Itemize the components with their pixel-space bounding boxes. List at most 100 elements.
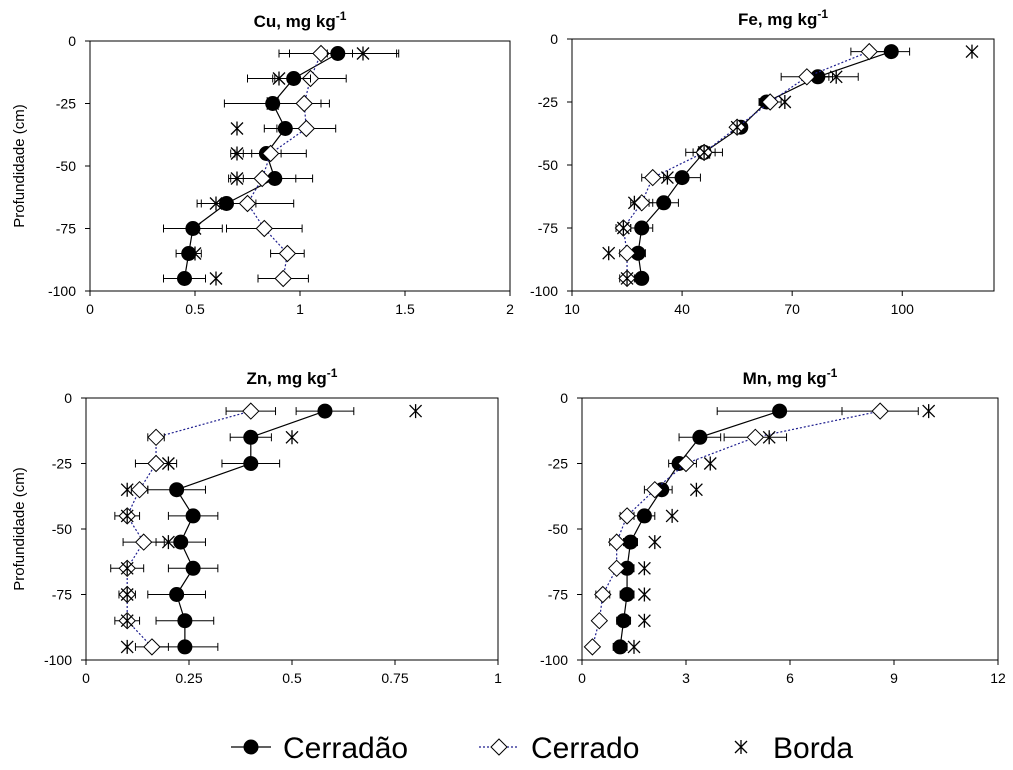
chart-title-superscript: -1 xyxy=(827,366,838,380)
data-point xyxy=(209,271,223,286)
y-axis-label: Profundidade (cm) xyxy=(11,104,28,227)
data-point xyxy=(636,508,652,524)
data-point xyxy=(618,507,636,525)
data-point xyxy=(762,430,776,445)
series-line xyxy=(637,51,892,279)
x-tick-label: 100 xyxy=(891,301,915,317)
data-point xyxy=(230,146,244,161)
data-point xyxy=(169,482,185,498)
data-point xyxy=(627,195,641,210)
data-point xyxy=(143,638,161,656)
series-cerrado xyxy=(200,44,353,288)
legend-marker xyxy=(734,740,748,754)
data-point xyxy=(230,171,244,186)
data-point xyxy=(922,404,936,419)
x-tick-label: 0.5 xyxy=(185,301,205,317)
x-tick-label: 1 xyxy=(296,301,304,317)
chart-title: Fe, mg kg-1 xyxy=(738,7,828,29)
data-point xyxy=(297,119,316,138)
data-point xyxy=(120,587,134,602)
data-point xyxy=(120,613,134,628)
chart-title-superscript: -1 xyxy=(336,9,347,23)
data-point xyxy=(295,94,313,113)
series-borda xyxy=(602,44,979,286)
y-tick-label: -100 xyxy=(530,283,558,299)
data-point xyxy=(161,535,175,550)
y-tick-label: -50 xyxy=(52,521,72,537)
series-line xyxy=(126,410,251,648)
chart-title: Zn, mg kg-1 xyxy=(247,366,338,388)
data-point xyxy=(618,244,636,262)
data-point xyxy=(634,270,650,286)
chart-panel-3: 0 0.25 0.5 0.75 1 0 -25 -50 -75 -100 Zn, mg kg-1 Pr… xyxy=(11,366,502,686)
data-point xyxy=(147,428,165,447)
data-point xyxy=(120,639,134,654)
x-tick-label: 10 xyxy=(564,301,580,317)
data-point xyxy=(188,221,202,236)
x-tick-label: 0 xyxy=(82,670,90,686)
x-tick-label: 0.5 xyxy=(282,670,302,686)
data-point xyxy=(761,93,779,111)
data-point xyxy=(181,246,197,261)
data-point xyxy=(607,533,626,551)
data-point xyxy=(312,44,330,63)
series-borda xyxy=(627,404,936,654)
legend-item-borda: Borda xyxy=(734,732,853,765)
x-tick-label: 2 xyxy=(506,301,514,317)
y-tick-label: -75 xyxy=(548,587,568,603)
data-point xyxy=(829,69,843,84)
data-point xyxy=(627,639,641,654)
legend: Cerradão Cerrado Borda xyxy=(231,732,853,765)
legend-label: Cerrado xyxy=(531,732,639,765)
y-tick-label: -25 xyxy=(548,456,568,472)
data-point xyxy=(134,533,153,551)
data-point xyxy=(261,144,280,163)
data-point xyxy=(253,169,271,188)
data-point xyxy=(120,508,134,523)
data-point xyxy=(120,561,134,576)
series-cerrado xyxy=(583,402,919,656)
chart-title: Cu, mg kg-1 xyxy=(254,9,347,31)
data-point xyxy=(620,271,634,286)
series-line xyxy=(175,410,326,647)
data-point xyxy=(278,244,297,263)
data-point xyxy=(619,587,635,602)
x-tick-label: 70 xyxy=(784,301,800,317)
y-tick-label: -100 xyxy=(48,283,76,299)
data-point xyxy=(646,480,664,499)
y-tick-label: -100 xyxy=(540,652,568,668)
data-point xyxy=(602,246,616,261)
x-tick-label: 0 xyxy=(86,301,94,317)
data-point xyxy=(798,68,816,86)
data-point xyxy=(185,221,201,236)
x-tick-label: 0 xyxy=(578,670,586,686)
data-point xyxy=(772,403,788,419)
data-point xyxy=(660,170,674,185)
data-point xyxy=(637,587,651,602)
x-tick-label: 3 xyxy=(682,670,690,686)
data-point xyxy=(242,402,260,420)
series-line xyxy=(619,410,780,647)
y-tick-label: -75 xyxy=(56,221,76,237)
data-point xyxy=(616,613,632,629)
data-point xyxy=(409,404,423,419)
chart-title: Mn, mg kg-1 xyxy=(743,366,838,388)
data-point xyxy=(177,639,193,655)
data-point xyxy=(594,585,612,604)
y-tick-label: -75 xyxy=(538,220,558,236)
y-tick-label: 0 xyxy=(560,390,568,406)
data-point xyxy=(230,121,244,136)
data-point xyxy=(697,145,711,160)
y-axis-label: Profundidade (cm) xyxy=(11,467,28,590)
y-tick-label: -75 xyxy=(52,587,72,603)
data-point xyxy=(120,482,134,497)
data-point xyxy=(871,402,889,420)
data-point xyxy=(648,535,662,550)
y-tick-label: -25 xyxy=(52,456,72,472)
data-point xyxy=(169,587,185,602)
x-tick-label: 1.5 xyxy=(395,301,415,317)
data-point xyxy=(689,482,703,497)
data-point xyxy=(692,429,708,445)
legend-label: Cerradão xyxy=(283,732,408,765)
data-point xyxy=(185,560,201,576)
